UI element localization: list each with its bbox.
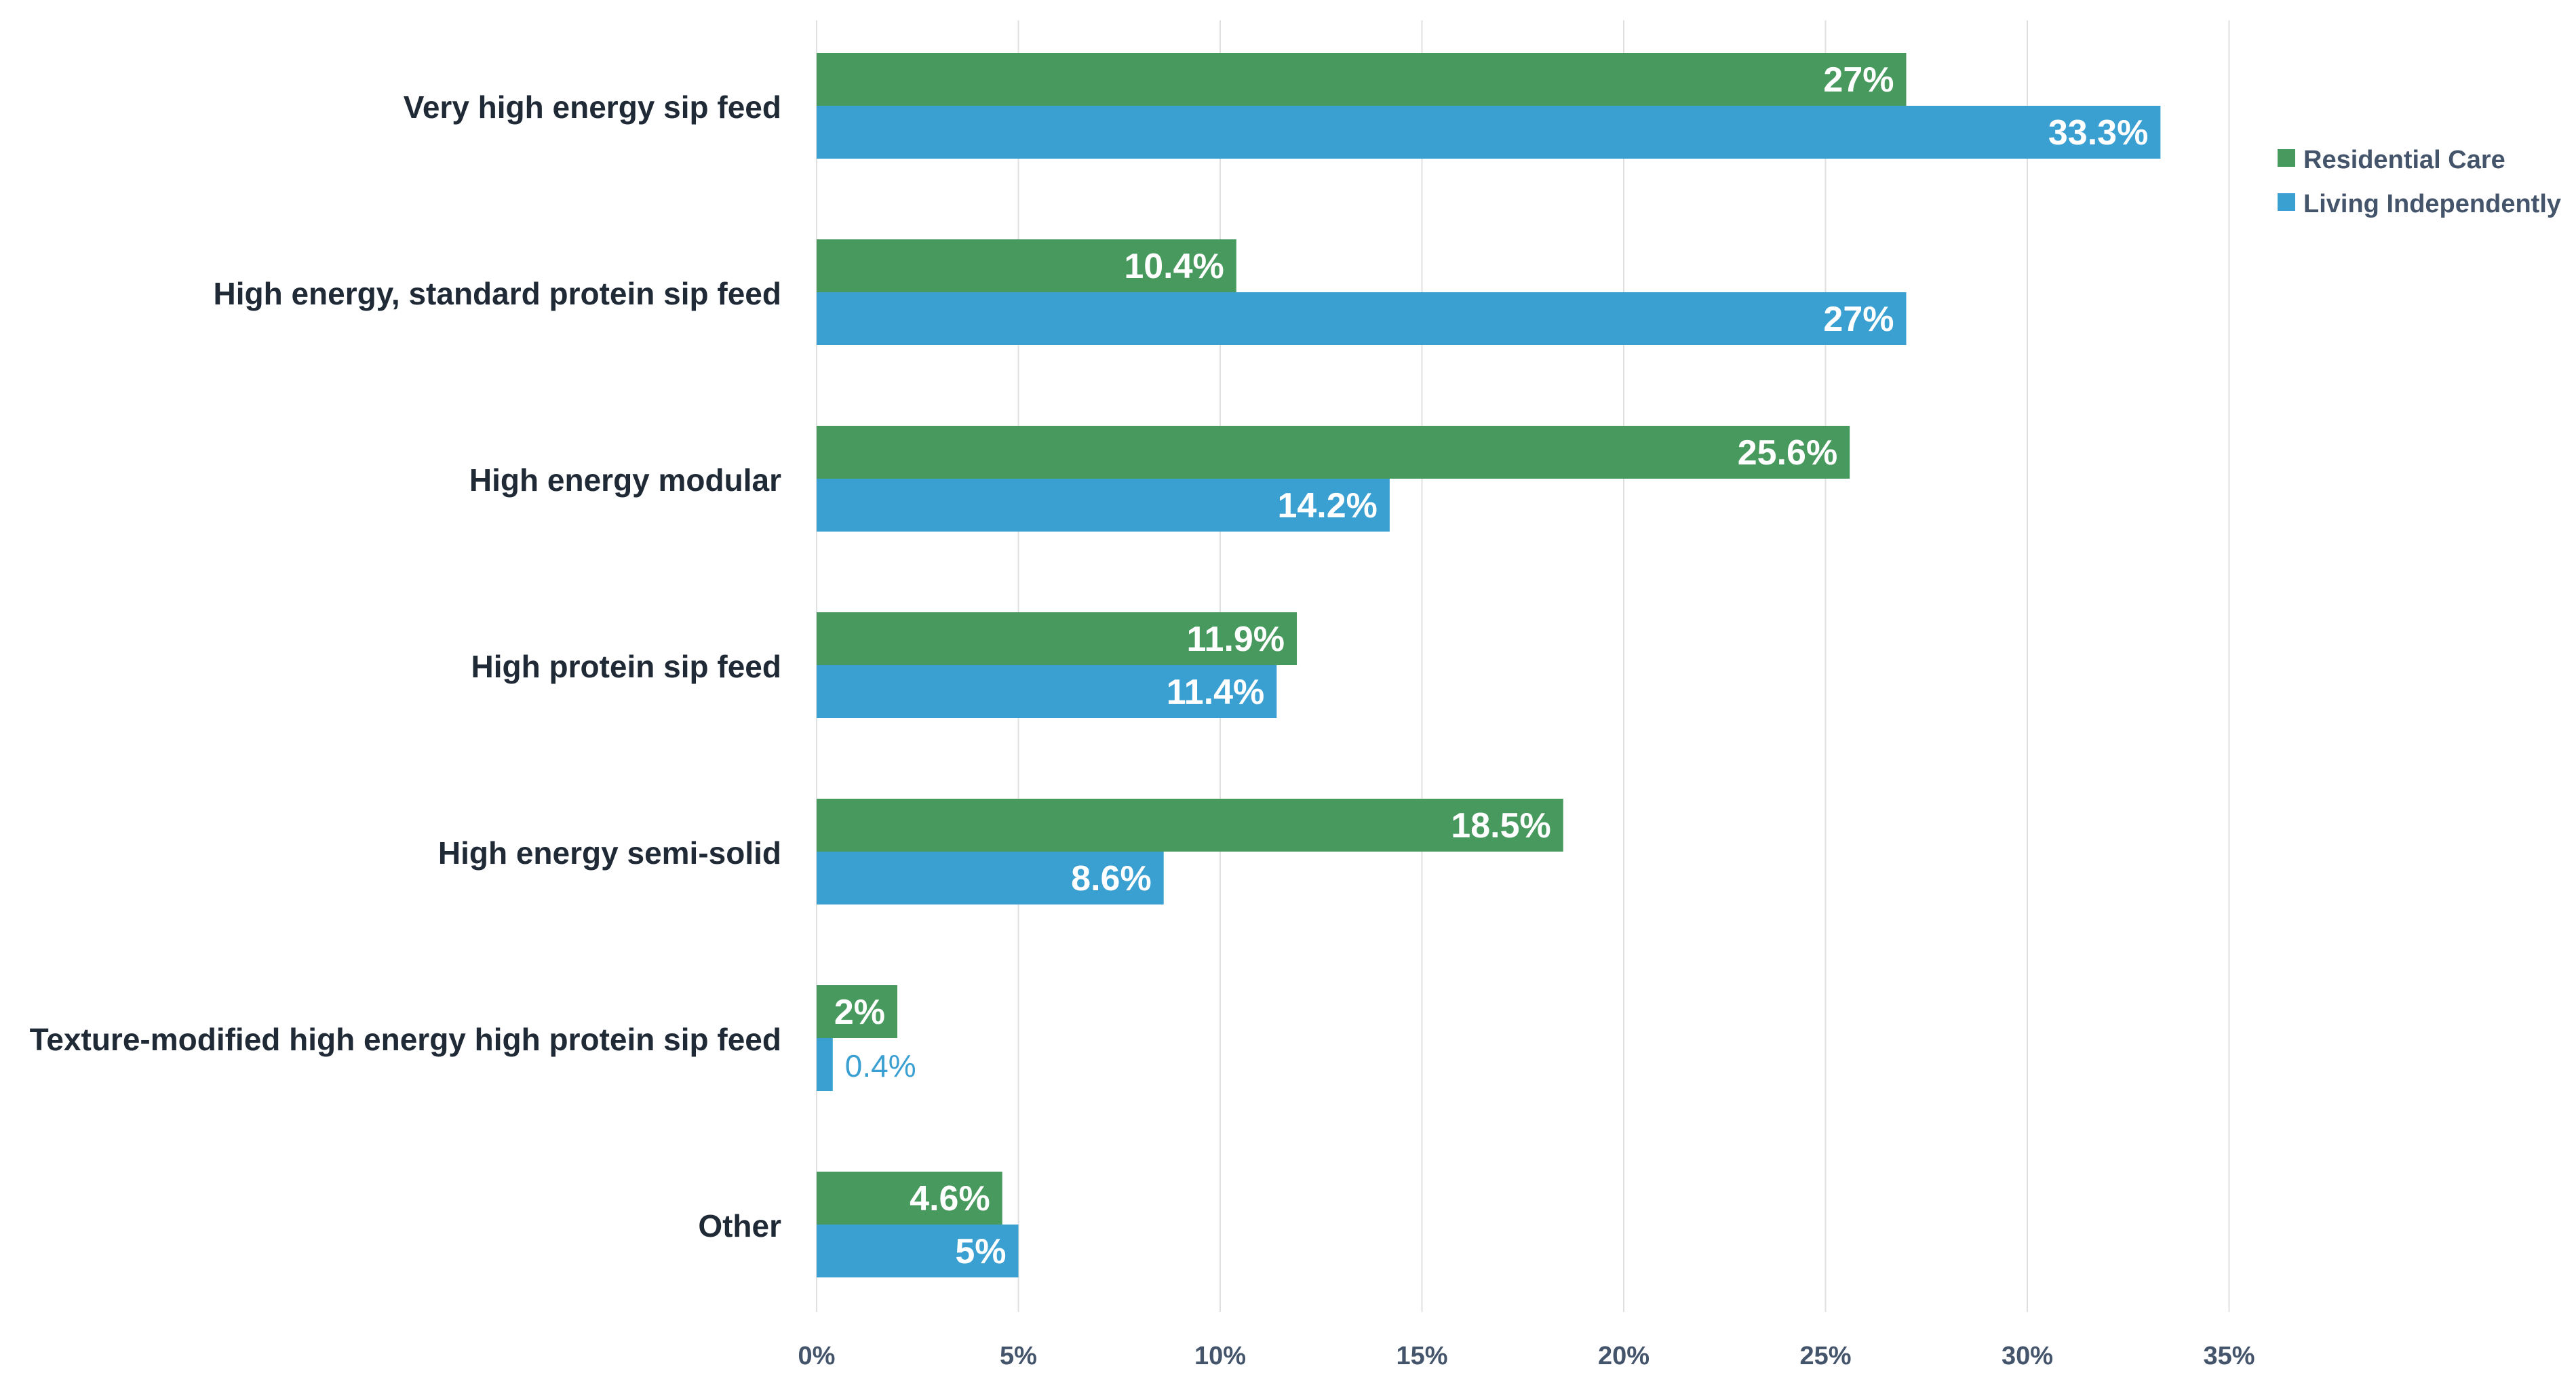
data-label: 11.4% (1167, 673, 1265, 712)
data-label: 27% (1823, 300, 1894, 339)
data-label: 33.3% (2048, 113, 2148, 153)
bar (817, 1225, 1019, 1277)
bar (817, 239, 1236, 292)
category-label: Texture-modified high energy high protei… (30, 1022, 781, 1057)
data-label: 4.6% (910, 1179, 990, 1218)
category-label: High protein sip feed (471, 649, 781, 684)
bar (817, 292, 1907, 345)
x-tick-label: 35% (2203, 1342, 2255, 1370)
data-label: 2% (834, 993, 885, 1032)
x-tick-label: 15% (1396, 1342, 1447, 1370)
x-tick-label: 20% (1598, 1342, 1650, 1370)
category-labels: Very high energy sip feed High energy, st… (30, 90, 781, 1244)
x-tick-label: 30% (2002, 1342, 2053, 1370)
bar (817, 479, 1390, 532)
data-label: 11.9% (1186, 620, 1285, 659)
data-label: 0.4% (845, 1048, 916, 1083)
category-label: High energy, standard protein sip feed (213, 276, 781, 311)
bars (817, 53, 2161, 1277)
bar (817, 426, 1850, 479)
data-label: 25.6% (1738, 433, 1837, 473)
bar (817, 106, 2161, 159)
legend-label: Residential Care (2303, 146, 2505, 174)
bar (817, 665, 1277, 718)
x-tick-label: 25% (1799, 1342, 1851, 1370)
bar (817, 1172, 1002, 1225)
legend: Residential Care Living Independently (2278, 146, 2561, 218)
legend-swatch (2278, 149, 2295, 167)
bar (817, 985, 897, 1038)
data-label: 27% (1823, 60, 1894, 100)
legend-swatch (2278, 193, 2295, 211)
bar (817, 799, 1563, 852)
category-label: High energy semi-solid (438, 835, 781, 871)
bar (817, 53, 1907, 106)
bar (817, 1038, 833, 1091)
x-axis: 0% 5% 10% 15% 20% 25% 30% 35% (798, 1342, 2255, 1370)
data-label: 10.4% (1124, 247, 1224, 286)
category-label: High energy modular (469, 462, 781, 498)
data-label: 14.2% (1277, 486, 1377, 525)
bar (817, 852, 1164, 904)
category-label: Other (698, 1208, 781, 1244)
bar (817, 612, 1297, 665)
legend-label: Living Independently (2303, 190, 2561, 218)
x-tick-label: 10% (1194, 1342, 1246, 1370)
data-label: 8.6% (1071, 859, 1152, 898)
category-label: Very high energy sip feed (404, 90, 781, 125)
x-tick-label: 5% (1000, 1342, 1037, 1370)
data-label: 5% (955, 1232, 1006, 1271)
data-label: 18.5% (1451, 806, 1550, 846)
x-tick-label: 0% (798, 1342, 836, 1370)
data-labels: 27% 33.3% 10.4% 27% 25.6% 14.2% 11.9% 11.4% 18.5… (834, 60, 2149, 1271)
